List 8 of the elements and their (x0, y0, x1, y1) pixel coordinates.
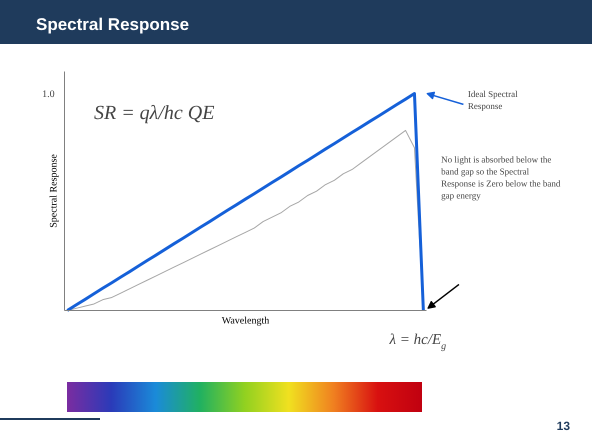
x-axis-title: Wavelength (222, 316, 270, 326)
text: Ideal Spectral Response (468, 89, 518, 112)
text: 13 (556, 418, 570, 435)
text: No light is absorbed below the band gap so the Spectral Response is Zero below the band gap energy (441, 154, 561, 200)
text: 1.0 (42, 89, 55, 100)
text: Spectral Response (48, 154, 60, 228)
y-axis-title: Spectral Response (0, 0, 592, 44)
annotation: SR = qλ/hc QE (94, 102, 214, 124)
